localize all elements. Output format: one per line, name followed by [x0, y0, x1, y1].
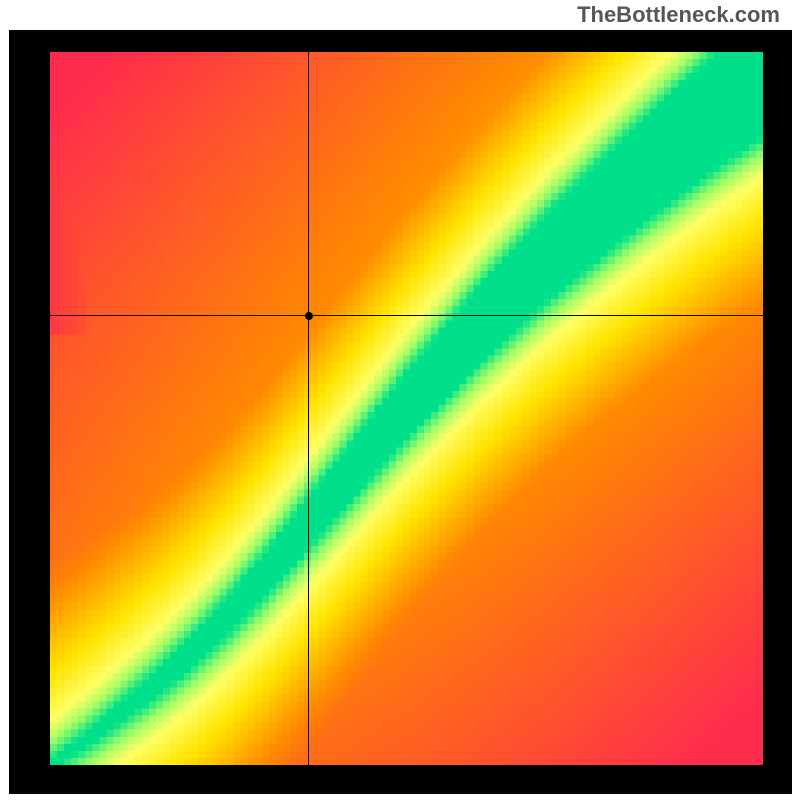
crosshair-vertical — [308, 52, 309, 765]
chart-container: TheBottleneck.com — [0, 0, 800, 800]
bottleneck-heatmap — [50, 52, 763, 765]
watermark-text: TheBottleneck.com — [577, 2, 780, 28]
crosshair-horizontal — [50, 315, 763, 316]
data-point-marker — [305, 312, 313, 320]
